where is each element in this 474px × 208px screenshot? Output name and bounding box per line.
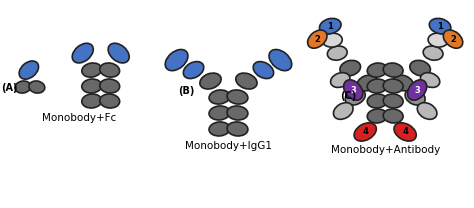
Ellipse shape (269, 50, 292, 71)
Ellipse shape (340, 60, 361, 76)
Ellipse shape (345, 89, 365, 105)
Ellipse shape (227, 122, 248, 136)
Ellipse shape (383, 63, 403, 77)
Ellipse shape (100, 79, 119, 93)
Ellipse shape (183, 62, 204, 79)
Ellipse shape (423, 46, 443, 60)
Ellipse shape (344, 80, 363, 100)
Text: 4: 4 (362, 128, 368, 136)
Ellipse shape (209, 122, 230, 136)
Ellipse shape (443, 30, 463, 48)
Ellipse shape (367, 63, 387, 77)
Ellipse shape (100, 63, 119, 77)
Ellipse shape (410, 60, 430, 76)
Ellipse shape (308, 30, 327, 48)
Ellipse shape (82, 63, 101, 77)
Text: Monobody+IgG1: Monobody+IgG1 (185, 141, 272, 151)
Ellipse shape (19, 61, 38, 79)
Ellipse shape (328, 46, 347, 60)
Ellipse shape (29, 81, 45, 93)
Ellipse shape (393, 75, 413, 91)
Ellipse shape (227, 90, 248, 104)
Ellipse shape (367, 94, 387, 108)
Text: Monobody+Antibody: Monobody+Antibody (330, 145, 440, 155)
Ellipse shape (367, 79, 387, 93)
Ellipse shape (394, 123, 416, 141)
Ellipse shape (209, 106, 230, 120)
Ellipse shape (408, 80, 427, 100)
Ellipse shape (354, 123, 376, 141)
Text: 3: 3 (414, 85, 420, 94)
Text: (B): (B) (178, 86, 195, 96)
Ellipse shape (82, 79, 102, 93)
Ellipse shape (417, 103, 437, 119)
Ellipse shape (429, 18, 451, 34)
Ellipse shape (82, 94, 102, 108)
Text: 4: 4 (402, 128, 408, 136)
Text: 2: 2 (450, 35, 456, 44)
Ellipse shape (333, 103, 353, 119)
Ellipse shape (165, 50, 188, 71)
Ellipse shape (15, 81, 31, 93)
Ellipse shape (100, 94, 119, 108)
Ellipse shape (236, 73, 257, 89)
Ellipse shape (330, 73, 350, 87)
Text: 1: 1 (328, 22, 333, 31)
Text: (A): (A) (0, 83, 17, 93)
Text: 1: 1 (437, 22, 443, 31)
Text: Monobody+Fc: Monobody+Fc (42, 113, 116, 123)
Ellipse shape (383, 79, 403, 93)
Ellipse shape (428, 33, 448, 47)
Ellipse shape (357, 75, 377, 91)
Text: 2: 2 (314, 35, 320, 44)
Ellipse shape (367, 109, 387, 123)
Text: 3: 3 (350, 85, 356, 94)
Ellipse shape (420, 73, 440, 87)
Ellipse shape (200, 73, 221, 89)
Ellipse shape (383, 109, 403, 123)
Ellipse shape (72, 43, 93, 63)
Ellipse shape (383, 94, 403, 108)
Ellipse shape (209, 90, 230, 104)
Ellipse shape (405, 89, 425, 105)
Ellipse shape (319, 18, 341, 34)
Ellipse shape (322, 33, 342, 47)
Ellipse shape (108, 43, 129, 63)
Ellipse shape (227, 106, 248, 120)
Text: (C): (C) (340, 91, 356, 101)
Ellipse shape (253, 62, 273, 79)
